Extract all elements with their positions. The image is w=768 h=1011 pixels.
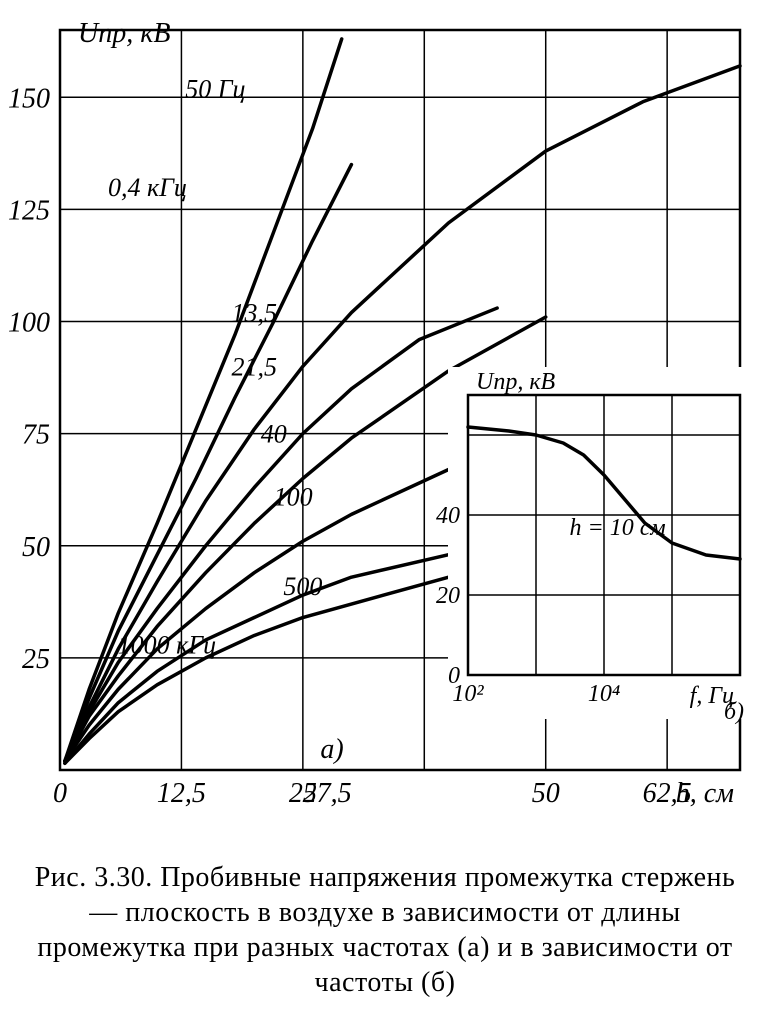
- svg-text:100: 100: [8, 308, 50, 339]
- inset-backdrop: [448, 367, 748, 719]
- curve-label: 0,4 кГц: [108, 173, 187, 202]
- svg-text:50: 50: [22, 532, 50, 563]
- curve-label: 50 Гц: [185, 74, 245, 103]
- svg-text:б): б): [724, 699, 744, 725]
- svg-text:12,5: 12,5: [157, 778, 206, 809]
- svg-text:150: 150: [8, 83, 50, 114]
- chart-svg: 255075100125150012,52527,55062,5Uпр, кВh…: [0, 0, 768, 840]
- svg-text:27,5: 27,5: [303, 778, 352, 809]
- curve-label: 100: [274, 482, 313, 511]
- curve-label: 40: [261, 420, 287, 449]
- curve-label: 21,5: [232, 352, 278, 381]
- svg-text:h, см: h, см: [676, 778, 734, 809]
- caption-lead: Рис. 3.30.: [35, 862, 153, 893]
- charts-canvas: 255075100125150012,52527,55062,5Uпр, кВh…: [0, 0, 768, 840]
- curve-label: 1000 кГц: [118, 630, 216, 659]
- svg-text:Uпр, кВ: Uпр, кВ: [476, 369, 556, 395]
- svg-text:50: 50: [532, 778, 560, 809]
- svg-text:25: 25: [22, 644, 50, 675]
- svg-text:75: 75: [22, 420, 50, 451]
- svg-text:а): а): [320, 734, 343, 765]
- svg-text:10⁴: 10⁴: [588, 681, 620, 707]
- curve-label: 13,5: [232, 299, 278, 328]
- svg-text:10²: 10²: [452, 681, 484, 707]
- svg-text:40: 40: [436, 503, 460, 529]
- svg-text:0: 0: [53, 778, 67, 809]
- inset-chart: 0204010²10⁴Uпр, кВf, Гцб)h = 10 см: [436, 367, 748, 725]
- svg-text:Uпр, кВ: Uпр, кВ: [78, 18, 170, 49]
- curve-label: 500: [283, 572, 322, 601]
- figure-caption: Рис. 3.30. Пробивные напряжения промежут…: [30, 860, 740, 1000]
- svg-text:125: 125: [8, 195, 50, 226]
- svg-text:20: 20: [436, 583, 460, 609]
